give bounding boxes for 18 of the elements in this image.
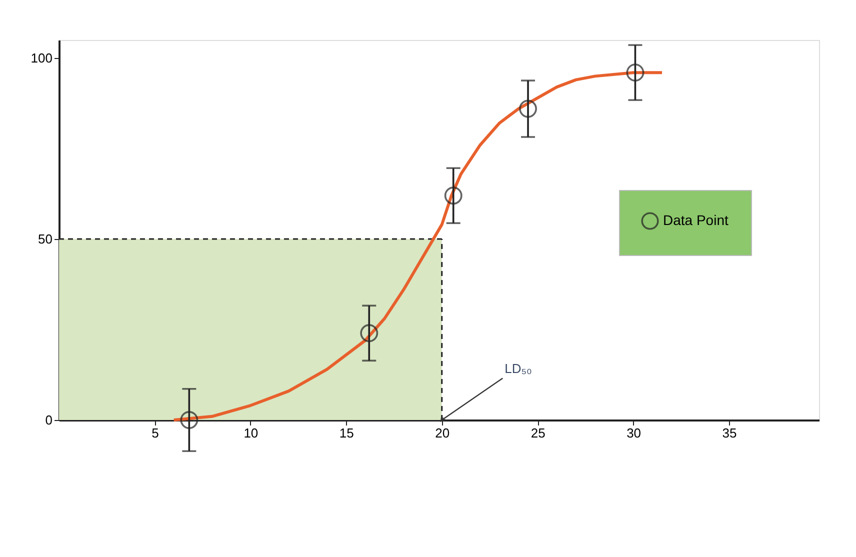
point bbox=[444, 186, 462, 205]
x-tick-label: 30 bbox=[626, 426, 642, 440]
x-tick-label: 10 bbox=[244, 426, 258, 440]
point bbox=[519, 100, 537, 118]
point bbox=[626, 64, 644, 82]
point bbox=[180, 411, 198, 429]
legend-label: Data Point bbox=[663, 212, 728, 228]
x-tick-label: 20 bbox=[435, 426, 450, 440]
y-tick-label: 50 bbox=[38, 232, 52, 247]
y-tick-label: 0 bbox=[45, 412, 52, 428]
line-series bbox=[172, 71, 664, 422]
annotation: LD₅₀ bbox=[504, 361, 532, 376]
y-tick-label: 100 bbox=[30, 50, 52, 66]
x-tick-label: 5 bbox=[152, 426, 159, 440]
x-tick-label: 35 bbox=[722, 426, 737, 440]
x-tick-label: 15 bbox=[339, 426, 354, 440]
x-tick-label: 25 bbox=[530, 426, 546, 440]
point bbox=[360, 324, 378, 342]
